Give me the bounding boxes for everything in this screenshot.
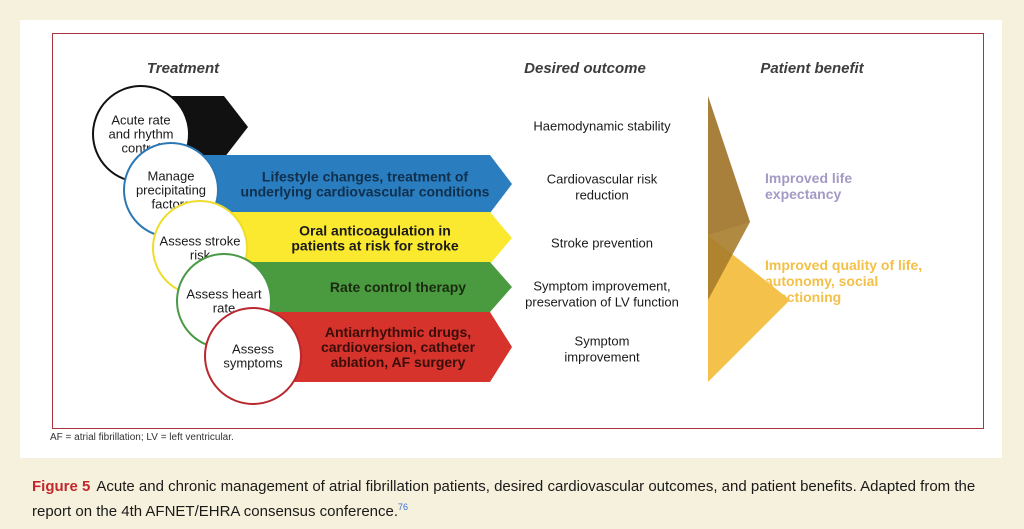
treatment-arrow-label-3-line: patients at risk for stroke <box>291 237 458 253</box>
assessment-circle-5 <box>204 307 302 405</box>
assessment-circle-label-2-line: Manage <box>148 169 195 184</box>
treatment-arrow-label-5-line: Antiarrhythmic drugs, <box>325 324 471 340</box>
patient-benefit-1-line: Improved life <box>765 170 852 186</box>
treatment-arrow-label-5-line: ablation, AF surgery <box>331 354 466 370</box>
treatment-arrow-label-3-line: Oral anticoagulation in <box>299 222 451 238</box>
quality-of-life-triangle <box>708 235 790 382</box>
management-diagram: Treatment Desired outcome Patient benefit … <box>92 60 922 405</box>
diagram-frame <box>52 33 984 429</box>
desired-outcome-1-line: Haemodynamic stability <box>533 119 671 134</box>
assessment-circle-label-2: Manage precipitating factors <box>136 169 206 212</box>
assessment-circle-label-1-line: and rhythm <box>108 127 173 142</box>
assessment-circle-label-1: Acute rate and rhythm control <box>108 113 173 156</box>
assessment-circle-label-5-line: symptoms <box>223 356 283 371</box>
patient-benefit-2-line: autonomy, social <box>765 273 878 289</box>
figure-label: Figure 5 <box>32 478 91 495</box>
assessment-circle-label-5: Assess symptoms <box>223 342 283 371</box>
assessment-circle-label-2-line: precipitating <box>136 183 206 198</box>
desired-outcome-3-line: Stroke prevention <box>551 236 653 251</box>
treatment-arrow-label-2-line: underlying cardiovascular conditions <box>241 183 490 199</box>
desired-outcome-2-line: reduction <box>575 188 628 203</box>
patient-benefit-1: Improved life expectancy <box>765 170 852 202</box>
treatment-arrow-label-4-line: Rate control therapy <box>330 279 466 295</box>
desired-outcome-2-line: Cardiovascular risk <box>547 172 658 187</box>
patient-benefit-2-line: functioning <box>765 289 841 305</box>
assessment-circle-label-1-line: Acute rate <box>111 113 170 128</box>
footnote: AF = atrial fibrillation; LV = left vent… <box>50 432 234 443</box>
header-treatment: Treatment <box>147 60 220 77</box>
benefit-overlap-shape <box>708 96 750 300</box>
desired-outcome-4: Symptom improvement, preservation of LV f… <box>525 279 679 310</box>
treatment-arrow-label-5-line: cardioversion, catheter <box>321 339 476 355</box>
treatment-arrow-label-4: Rate control therapy <box>330 279 466 295</box>
patient-benefit-2: Improved quality of life, autonomy, socia… <box>765 257 922 305</box>
assessment-circle-label-5-line: Assess <box>232 342 274 357</box>
assessment-circle-label-3-line: Assess stroke <box>160 234 241 249</box>
treatment-arrow-label-3: Oral anticoagulation in patients at risk … <box>291 222 458 253</box>
assessment-circle-label-4: Assess heart rate <box>186 287 262 316</box>
assessment-circle-label-4-line: rate <box>213 301 235 316</box>
caption-reference: 76 <box>398 502 409 512</box>
figure-caption: Figure 5 Acute and chronic management of … <box>32 476 1007 522</box>
patient-benefit-2-line: Improved quality of life, <box>765 257 922 273</box>
desired-outcome-5-line: improvement <box>564 350 640 365</box>
caption-text: Acute and chronic management of atrial f… <box>32 478 976 520</box>
desired-outcome-3: Stroke prevention <box>551 236 653 251</box>
treatment-arrow-3 <box>200 212 512 264</box>
treatment-arrow-label-5: Antiarrhythmic drugs, cardioversion, cath… <box>321 324 476 370</box>
desired-outcome-5-line: Symptom <box>575 334 630 349</box>
patient-benefit-1-line: expectancy <box>765 186 841 202</box>
assessment-circle-label-4-line: Assess heart <box>186 287 262 302</box>
treatment-arrow-4 <box>220 262 512 312</box>
desired-outcome-5: Symptom improvement <box>564 334 640 365</box>
header-patient-benefit: Patient benefit <box>760 60 864 77</box>
desired-outcome-4-line: Symptom improvement, <box>533 279 670 294</box>
treatment-arrow-label-2: Lifestyle changes, treatment of underlyin… <box>241 168 490 199</box>
treatment-arrow-label-2-line: Lifestyle changes, treatment of <box>262 168 469 184</box>
treatment-arrow-5 <box>245 312 512 382</box>
assessment-circle-label-3: Assess stroke risk <box>160 234 241 263</box>
desired-outcome-2: Cardiovascular risk reduction <box>547 172 658 203</box>
desired-outcome-4-line: preservation of LV function <box>525 295 679 310</box>
header-desired-outcome: Desired outcome <box>524 60 646 77</box>
treatment-arrow-2 <box>180 155 512 213</box>
desired-outcome-1: Haemodynamic stability <box>533 119 671 134</box>
